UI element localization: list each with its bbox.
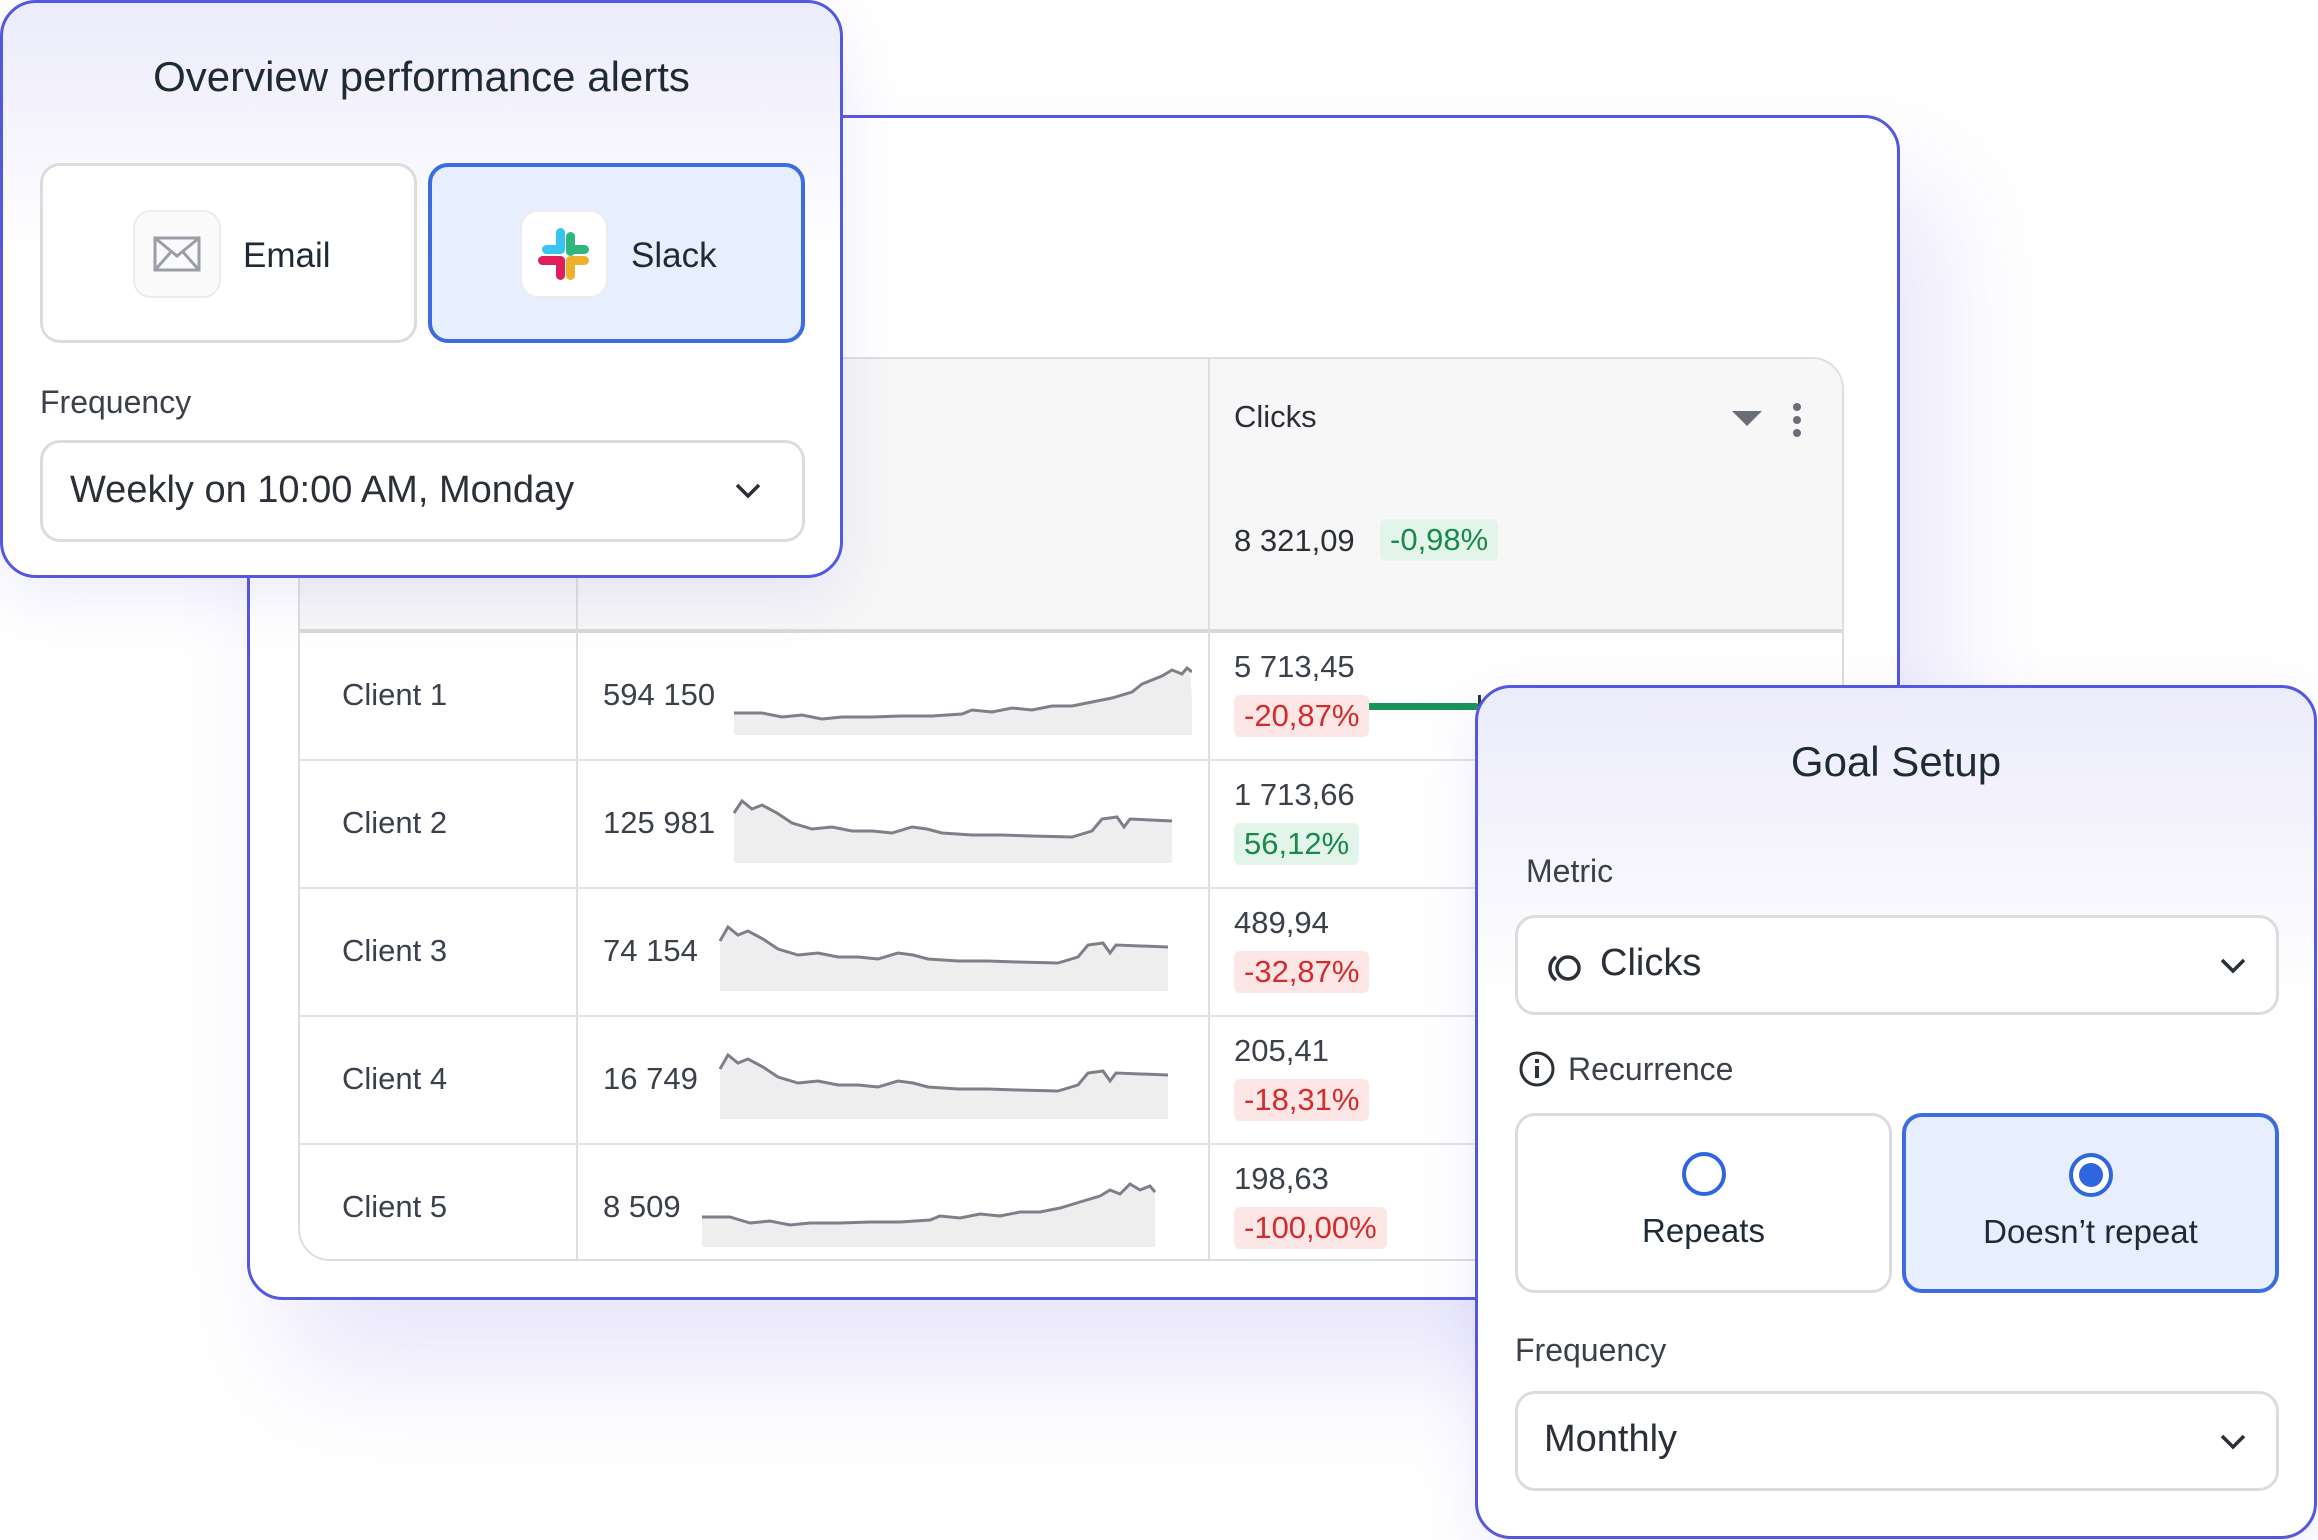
repeats-label: Repeats <box>1642 1212 1765 1249</box>
goal-frequency-select[interactable]: Monthly <box>1515 1391 2279 1491</box>
alerts-frequency-value: Weekly on 10:00 AM, Monday <box>70 469 575 511</box>
doesnt-repeat-radio[interactable] <box>2068 1153 2113 1197</box>
total-clicks-value: 8 321,09 <box>1234 523 1355 558</box>
doesnt-repeat-option[interactable]: Doesn’t repeat <box>1902 1113 2279 1293</box>
clicks-column-header[interactable]: Clicks <box>1234 399 1317 434</box>
client-change-badge: -100,00% <box>1234 1207 1387 1249</box>
client-count: 74 154 <box>603 933 698 968</box>
alerts-frequency-label: Frequency <box>40 384 192 420</box>
chevron-down-icon <box>735 483 761 499</box>
alerts-title: Overview performance alerts <box>153 53 690 100</box>
chevron-down-icon <box>2220 958 2246 974</box>
table-row[interactable]: Client 2 125 981 1 713,66 56,12% <box>300 761 1842 887</box>
client-count: 125 981 <box>603 805 716 840</box>
table-row[interactable]: Client 1 594 150 5 713,45 -20,87% <box>300 633 1842 759</box>
repeats-radio[interactable] <box>1681 1152 1726 1196</box>
sparkline-chart <box>734 665 1192 735</box>
table-row[interactable]: Client 4 16 749 205,41 -18,31% <box>300 1017 1842 1143</box>
client-change-badge: -20,87% <box>1234 695 1370 737</box>
client-change-badge: 56,12% <box>1234 823 1360 865</box>
goal-frequency-value: Monthly <box>1544 1418 1678 1460</box>
metric-select[interactable]: Clicks <box>1515 915 2279 1015</box>
client-count: 594 150 <box>603 677 716 712</box>
goal-title: Goal Setup <box>1790 738 2002 785</box>
client-name: Client 4 <box>342 1061 448 1096</box>
client-clicks-value: 1 713,66 <box>1234 777 1355 812</box>
client-name: Client 3 <box>342 933 448 968</box>
chevron-down-icon <box>2220 1434 2246 1450</box>
table-row[interactable]: Client 3 74 154 489,94 -32,87% <box>300 889 1842 1015</box>
envelope-icon <box>133 210 221 298</box>
client-change-badge: -32,87% <box>1234 951 1370 993</box>
total-change-badge: -0,98% <box>1380 519 1499 561</box>
goal-frequency-label: Frequency <box>1515 1332 1667 1368</box>
client-clicks-value: 205,41 <box>1234 1033 1329 1068</box>
client-count: 8 509 <box>603 1189 681 1224</box>
metric-value: Clicks <box>1600 942 1702 984</box>
doesnt-repeat-label: Doesn’t repeat <box>1983 1213 2198 1250</box>
goal-setup-card: Goal Setup Metric Clicks Recurrence Repe… <box>1475 685 2317 1539</box>
client-clicks-value: 198,63 <box>1234 1161 1329 1196</box>
repeats-option[interactable]: Repeats <box>1515 1113 1892 1293</box>
client-clicks-value: 489,94 <box>1234 905 1329 940</box>
info-icon[interactable] <box>1517 1049 1557 1089</box>
email-channel-option[interactable]: Email <box>40 163 417 343</box>
sparkline-chart <box>732 798 1173 863</box>
client-name: Client 1 <box>342 677 448 712</box>
client-change-badge: -18,31% <box>1234 1079 1370 1121</box>
slack-channel-option[interactable]: Slack <box>428 163 805 343</box>
recurrence-label: Recurrence <box>1568 1051 1734 1087</box>
performance-alerts-card: Overview performance alerts Email <box>0 0 843 578</box>
clicks-icon <box>1548 955 1581 982</box>
client-clicks-value: 5 713,45 <box>1234 649 1355 684</box>
table-row[interactable]: Client 5 8 509 198,63 -100,00% <box>300 1145 1842 1259</box>
sparkline-chart <box>718 1052 1169 1119</box>
client-name: Client 5 <box>342 1189 448 1224</box>
sparkline-chart <box>718 924 1169 991</box>
client-name: Client 2 <box>342 805 448 840</box>
alerts-frequency-select[interactable]: Weekly on 10:00 AM, Monday <box>40 440 805 542</box>
slack-icon <box>520 210 608 298</box>
email-label: Email <box>243 236 331 275</box>
metric-label: Metric <box>1526 853 1614 889</box>
sparkline-chart <box>702 1182 1157 1247</box>
sort-down-icon[interactable] <box>1732 411 1762 426</box>
client-count: 16 749 <box>603 1061 698 1096</box>
slack-label: Slack <box>631 236 717 275</box>
more-options-icon[interactable] <box>1793 403 1801 442</box>
